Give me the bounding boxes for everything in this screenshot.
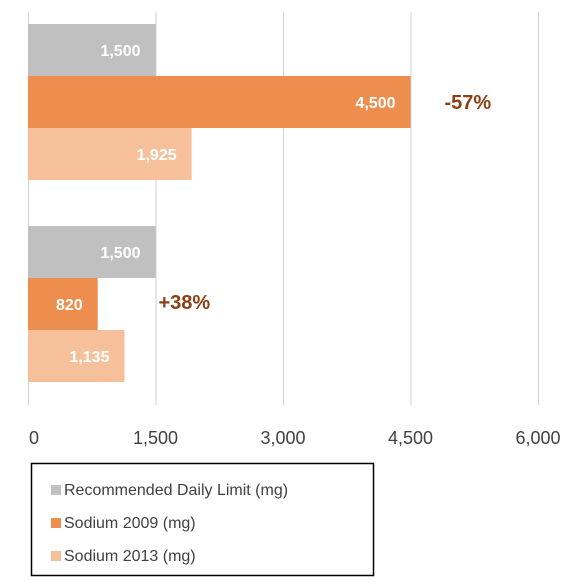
data-label-group2-2: 820: [56, 297, 83, 314]
bars: [28, 24, 411, 382]
legend-label-1: Recommended Daily Limit (mg): [64, 482, 288, 499]
x-tick-label-4: 6,000: [515, 428, 560, 448]
legend-swatch-2: [51, 518, 61, 528]
bar-group2-3: [28, 330, 125, 382]
data-labels: 1,500 4,500 1,925 1,500 820 1,135: [56, 43, 396, 366]
bar-group1-1: [28, 24, 156, 76]
legend-label-2: Sodium 2009 (mg): [64, 515, 196, 532]
annotation-group2: +38%: [158, 292, 210, 314]
bar-group1-3: [28, 128, 192, 180]
legend-box: [30, 462, 375, 577]
legend-swatch-3: [51, 551, 61, 561]
data-label-group1-1: 1,500: [100, 43, 140, 60]
bar-group1-2: [28, 76, 411, 128]
x-axis-ticks: 0 1,500 3,000 4,500 6,000: [29, 428, 561, 448]
x-tick-label-1: 1,500: [133, 428, 178, 448]
legend-label-3: Sodium 2013 (mg): [64, 548, 196, 565]
bar-group2-1: [28, 226, 156, 278]
annotations: -57% +38%: [158, 92, 491, 314]
data-label-group2-1: 1,500: [100, 245, 140, 262]
x-tick-label-2: 3,000: [260, 428, 305, 448]
legend-swatch-1: [51, 485, 61, 495]
bar-group2-2: [28, 278, 98, 330]
annotation-group1: -57%: [445, 92, 492, 114]
x-tick-label-3: 4,500: [388, 428, 433, 448]
legend: Recommended Daily Limit (mg) Sodium 2009 …: [30, 462, 375, 577]
data-label-group1-2: 4,500: [355, 95, 395, 112]
data-label-group2-3: 1,135: [69, 349, 109, 366]
data-label-group1-3: 1,925: [137, 147, 177, 164]
x-tick-label-0: 0: [29, 428, 39, 448]
